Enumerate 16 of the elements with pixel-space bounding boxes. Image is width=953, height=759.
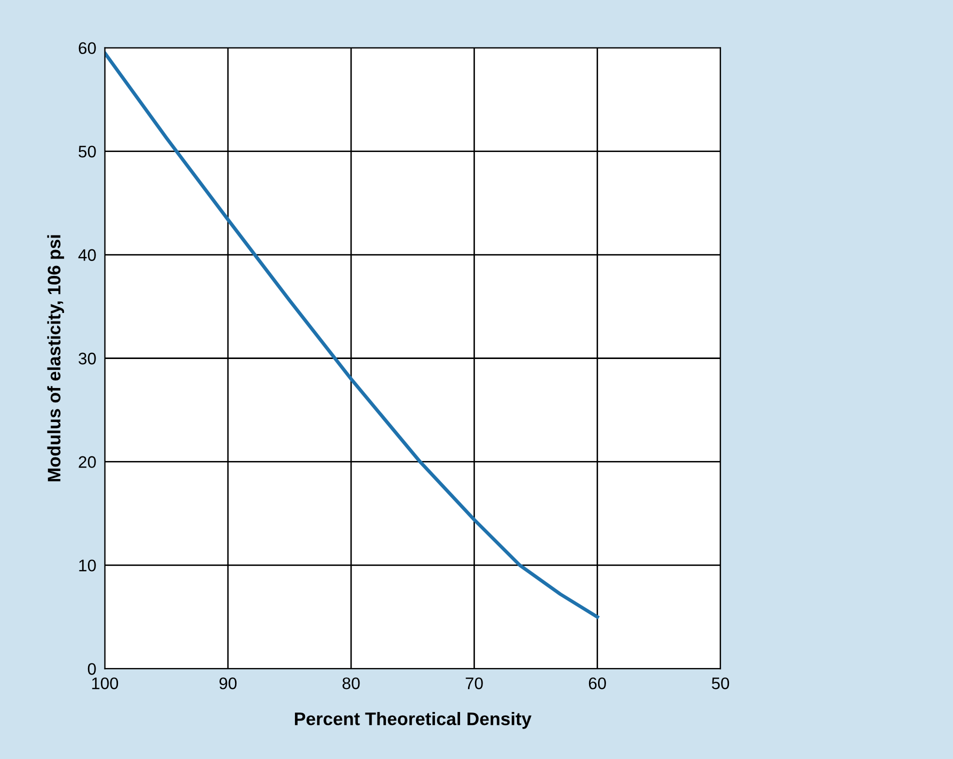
x-tick-label: 80 xyxy=(342,677,360,690)
y-axis-title: Modulus of elasticity, 106 psi xyxy=(47,235,64,482)
y-tick-label: 30 xyxy=(78,352,96,364)
y-tick-label: 10 xyxy=(79,560,96,572)
x-axis-title: Percent Theoretical Density xyxy=(294,712,532,729)
x-tick-label: 60 xyxy=(588,677,606,690)
y-tick-label: 0 xyxy=(88,663,96,675)
x-tick-label: 70 xyxy=(466,677,483,690)
line-series xyxy=(104,51,600,619)
y-tick-label: 60 xyxy=(78,42,96,54)
x-tick-label: 90 xyxy=(219,677,237,690)
y-tick-label: 20 xyxy=(78,456,96,468)
x-tick-label: 100 xyxy=(92,677,118,690)
y-tick-label: 40 xyxy=(78,249,96,261)
x-tick-label: 50 xyxy=(712,677,730,690)
y-tick-label: 50 xyxy=(78,146,96,158)
